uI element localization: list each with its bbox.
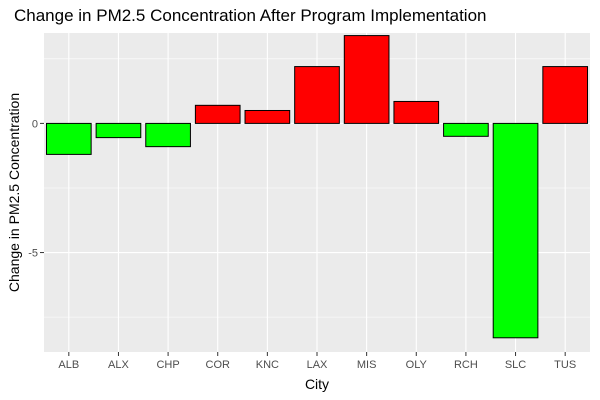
x-tick-label: COR	[206, 359, 231, 371]
x-tick-label: RCH	[454, 359, 478, 371]
y-axis-ticks: 0 -5	[28, 118, 44, 260]
y-axis-title: Change in PM2.5 Concentration	[6, 93, 22, 292]
x-tick-label: TUS	[554, 359, 576, 371]
grid-lines	[44, 33, 590, 352]
bar-chp	[145, 122, 191, 148]
x-tick-label: KNC	[256, 359, 279, 371]
bar-slc	[492, 122, 539, 339]
x-tick-label: OLY	[406, 359, 428, 371]
bar-alb	[45, 122, 92, 155]
x-tick-label: LAX	[307, 359, 328, 371]
bar-rch	[443, 122, 489, 137]
bar-alx	[95, 122, 142, 139]
x-tick-label: ALB	[58, 359, 79, 371]
x-tick-label: SLC	[505, 359, 526, 371]
bars	[45, 35, 589, 339]
x-tick-label: MIS	[357, 359, 377, 371]
bar-knc	[244, 109, 291, 124]
x-tick-label: CHP	[156, 359, 179, 371]
y-tick-label: 0	[32, 118, 38, 130]
bar-cor	[194, 104, 241, 124]
bar-mis	[343, 35, 390, 124]
bar-lax	[294, 66, 340, 124]
x-tick-label: ALX	[108, 359, 129, 371]
bar-tus	[542, 66, 589, 124]
y-tick-label: -5	[28, 248, 38, 260]
chart-title: Change in PM2.5 Concentration After Prog…	[14, 6, 487, 25]
x-axis-title: City	[305, 376, 329, 392]
bar-oly	[393, 100, 440, 124]
x-axis-ticks: ALB ALX CHP COR KNC LAX MIS OLY RCH SLC TUS	[58, 352, 576, 371]
